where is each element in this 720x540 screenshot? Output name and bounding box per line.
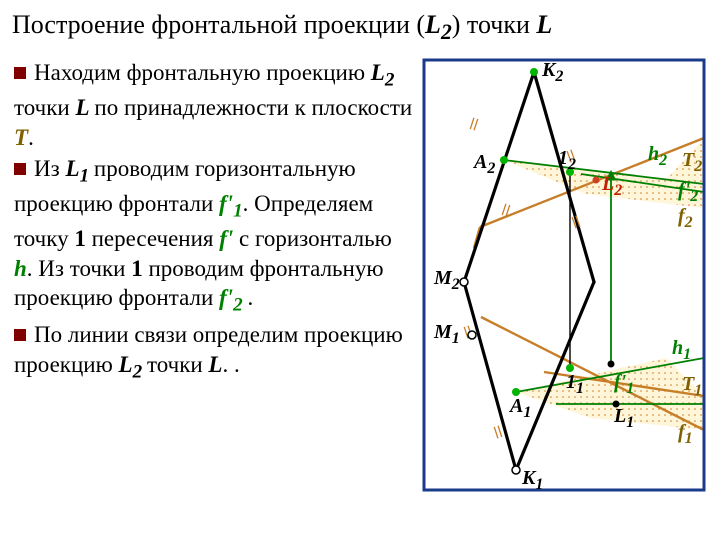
label-M1: M1 [433, 321, 460, 347]
point-A2 [500, 156, 508, 164]
main-edge [464, 282, 516, 470]
title-L-end: L [536, 10, 552, 39]
point-M2 [460, 278, 468, 286]
label-K2: K2 [541, 59, 563, 85]
bullet-icon [14, 329, 26, 341]
point-M1 [468, 331, 476, 339]
label-M2: M2 [433, 267, 460, 293]
main-edge [516, 282, 594, 470]
bullet-icon [14, 67, 26, 79]
plane-T1 [516, 358, 704, 430]
title-text-2: ) точки [452, 10, 537, 39]
hatch-tick [494, 426, 502, 439]
hatch-tick [470, 118, 478, 131]
slide-title: Построение фронтальной проекции (L2) точ… [12, 10, 708, 45]
diagram-svg: K2A212L2h2T2f'2f2M2M111A1L1f'1h1T1f1K1 [416, 52, 712, 502]
bullet-2: По линии связи определим проекцию проекц… [14, 320, 414, 385]
slide: Построение фронтальной проекции (L2) точ… [0, 0, 720, 540]
body-text: Находим фронтальную проекцию L2 точки L … [14, 58, 414, 387]
point-L2 [593, 177, 600, 184]
label-A2: A2 [472, 151, 495, 177]
title-text-1: Построение фронтальной проекции ( [12, 10, 425, 39]
point-F1 [608, 361, 615, 368]
label-h2: h2 [648, 143, 667, 169]
point-K2 [530, 68, 538, 76]
bullet-icon [14, 163, 26, 175]
label-h1: h1 [672, 337, 691, 363]
label-A1: A1 [508, 395, 531, 421]
title-L: L [425, 10, 441, 39]
diagram: K2A212L2h2T2f'2f2M2M111A1L1f'1h1T1f1K1 [416, 52, 712, 502]
point-K1 [512, 466, 520, 474]
label-f2: f2 [678, 205, 693, 231]
title-sub2: 2 [441, 20, 452, 44]
bullet-0: Находим фронтальную проекцию L2 точки L … [14, 58, 414, 152]
bullet-1: Из L1 проводим горизонтальную проекцию ф… [14, 154, 414, 318]
main-edge [464, 72, 534, 282]
